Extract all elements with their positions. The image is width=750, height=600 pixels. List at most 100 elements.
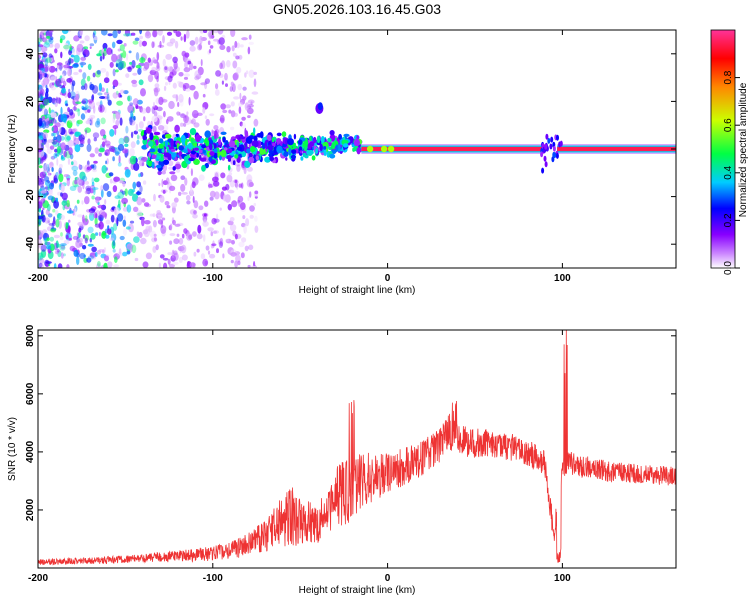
spectral-cell — [145, 127, 152, 134]
spectral-speckle — [117, 48, 122, 52]
spectral-hotspot — [380, 145, 388, 153]
spectral-cell — [352, 147, 356, 152]
spectral-cell — [549, 143, 553, 150]
spectral-speckle — [119, 44, 125, 52]
spectral-speckle — [68, 237, 72, 241]
spectral-speckle — [213, 218, 220, 223]
spectral-speckle — [219, 44, 226, 51]
spectral-speckle — [129, 148, 135, 157]
spectral-cell — [297, 139, 303, 145]
spectral-speckle — [72, 48, 76, 56]
spectral-speckle — [102, 42, 108, 50]
spectral-speckle — [54, 43, 60, 49]
spectral-speckle — [226, 46, 231, 53]
spectral-speckle — [233, 72, 239, 81]
spectral-speckle — [56, 62, 63, 66]
spectral-cell — [540, 151, 544, 158]
spectral-speckle — [48, 65, 56, 73]
spectral-speckle — [116, 39, 123, 45]
spectral-cell — [241, 151, 246, 158]
spectral-speckle — [235, 254, 241, 263]
spectral-speckle — [254, 190, 259, 195]
spectral-cell — [214, 132, 217, 140]
spectral-cell — [313, 136, 317, 144]
spectral-speckle — [152, 57, 156, 63]
spectral-speckle — [119, 117, 123, 126]
spectral-speckle — [66, 210, 74, 214]
x-tick-label: 100 — [554, 573, 571, 584]
spectral-speckle — [115, 119, 120, 127]
spectral-speckle — [207, 250, 211, 255]
spectral-speckle — [173, 238, 180, 245]
spectral-speckle — [38, 239, 42, 248]
spectral-speckle — [40, 198, 45, 204]
spectral-speckle — [153, 87, 159, 97]
spectral-speckle — [45, 261, 52, 264]
spectral-speckle — [44, 153, 48, 159]
spectral-speckle — [40, 244, 47, 252]
spectral-speckle — [107, 228, 112, 235]
spectral-speckle — [42, 52, 48, 58]
spectral-speckle — [79, 242, 83, 247]
spectral-speckle — [169, 223, 173, 231]
spectral-speckle — [67, 158, 71, 165]
spectral-speckle — [96, 53, 102, 57]
spectral-cell — [302, 152, 307, 158]
spectral-speckle — [154, 70, 160, 80]
spectral-cell — [149, 148, 156, 153]
spectral-speckle — [66, 177, 71, 187]
spectral-speckle — [82, 175, 88, 182]
chart-title: GN05.2026.103.16.45.G03 — [273, 1, 441, 17]
spectral-speckle — [188, 234, 193, 240]
spectral-speckle — [60, 113, 68, 123]
spectral-speckle — [112, 68, 116, 77]
spectral-speckle — [58, 167, 63, 176]
spectral-speckle — [60, 106, 63, 116]
spectral-speckle — [102, 183, 110, 192]
spectral-speckle — [202, 107, 206, 114]
spectral-speckle — [46, 244, 52, 250]
spectral-speckle — [44, 163, 49, 172]
spectrogram-y-axis-label: Frequency (Hz) — [7, 115, 18, 184]
spectral-speckle — [55, 218, 60, 228]
spectral-speckle — [215, 83, 219, 90]
spectral-speckle — [103, 47, 107, 52]
spectral-speckle — [75, 239, 82, 248]
colorbar-ticks: 0.0 0.2 0.4 0.6 0.8 — [723, 70, 740, 275]
spectral-speckle — [175, 31, 182, 37]
spectral-speckle — [75, 101, 82, 105]
spectral-speckle — [42, 57, 49, 63]
spectral-speckle — [209, 190, 216, 198]
snr-x-axis-label: Height of straight line (km) — [299, 585, 416, 596]
spectral-cell — [226, 148, 233, 154]
spectral-speckle — [78, 227, 82, 233]
spectral-speckle — [171, 205, 176, 214]
spectral-cell — [259, 131, 264, 139]
spectral-speckle — [96, 69, 101, 75]
spectral-cell — [543, 155, 547, 162]
colorbar-tick-label: 0.6 — [723, 118, 734, 132]
spectral-speckle — [69, 109, 74, 116]
spectral-cell — [290, 155, 297, 159]
spectral-speckle — [64, 134, 71, 142]
spectral-cell — [205, 139, 210, 147]
spectral-cell — [190, 138, 194, 143]
y-tick-label: -40 — [25, 237, 36, 252]
spectral-speckle — [98, 152, 102, 157]
spectral-speckle — [91, 195, 95, 200]
spectral-speckle — [46, 237, 50, 242]
spectral-cell — [356, 135, 360, 140]
spectral-speckle — [124, 188, 128, 197]
spectral-speckle — [100, 67, 107, 73]
spectral-speckle — [67, 139, 74, 147]
spectral-speckle — [230, 259, 234, 264]
snr-plot-area — [38, 330, 676, 568]
spectral-speckle — [184, 57, 189, 66]
spectral-speckle — [94, 147, 100, 154]
spectral-speckle — [41, 30, 47, 33]
spectral-speckle — [138, 79, 144, 86]
spectral-speckle — [178, 81, 184, 88]
spectral-speckle — [59, 236, 64, 241]
spectral-speckle — [157, 125, 165, 131]
spectral-speckle — [100, 189, 104, 198]
